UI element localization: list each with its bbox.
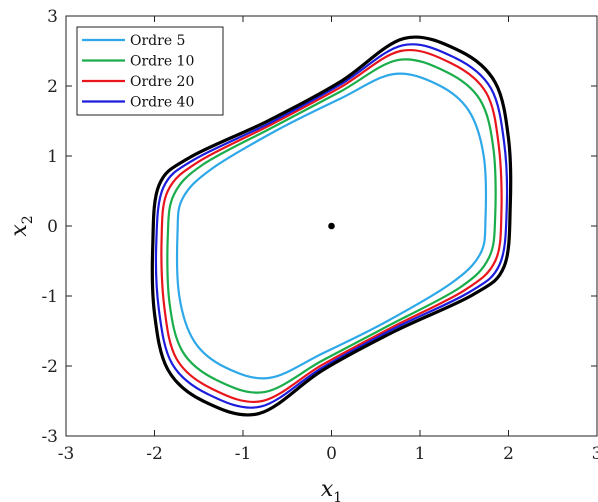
- legend: Ordre 5 Ordre 10 Ordre 20 Ordre 40: [76, 26, 224, 116]
- y-tick-label: -3: [41, 427, 58, 447]
- x-tick-label: 0: [326, 444, 337, 464]
- y-tick-label: 2: [47, 77, 58, 97]
- legend-entry-label: Ordre 20: [130, 74, 194, 90]
- y-axis-label: x2: [7, 215, 36, 236]
- x-axis-label: x1: [321, 477, 342, 502]
- x-axis-label-subscript: 1: [333, 490, 342, 502]
- curves-layer: [150, 35, 513, 417]
- y-tick-label: 3: [47, 7, 58, 27]
- y-tick-label: -1: [41, 287, 58, 307]
- y-axis-label-subscript: 2: [20, 215, 36, 224]
- x-axis-label-main: x: [321, 477, 334, 502]
- y-tick-label: 0: [47, 217, 58, 237]
- x-tick-label: 2: [503, 444, 514, 464]
- equilibrium-point: [328, 222, 335, 230]
- ticks-layer: -3 -2 -1 0 1 2 3 -3 -2 -1 0 1 2 3: [41, 7, 598, 464]
- legend-box: [76, 26, 224, 116]
- legend-entry-label: Ordre 5: [130, 33, 185, 49]
- x-tick-label: -1: [235, 444, 252, 464]
- x-tick-label: -2: [146, 444, 163, 464]
- x-tick-label: 1: [415, 444, 426, 464]
- series-line-ordre-5: [175, 72, 488, 380]
- series-line-ordre-20: [160, 49, 503, 403]
- x-tick-label: 3: [592, 444, 598, 464]
- y-tick-label: -2: [41, 357, 58, 377]
- boundary-curve: [150, 35, 513, 417]
- y-tick-label: 1: [47, 147, 58, 167]
- y-axis-label-main: x: [7, 224, 32, 237]
- series-line-ordre-10: [166, 58, 497, 394]
- x-tick-label: -3: [58, 444, 75, 464]
- series-line-ordre-40: [154, 43, 509, 409]
- legend-entry-label: Ordre 40: [130, 95, 194, 111]
- legend-entry-label: Ordre 10: [130, 54, 194, 70]
